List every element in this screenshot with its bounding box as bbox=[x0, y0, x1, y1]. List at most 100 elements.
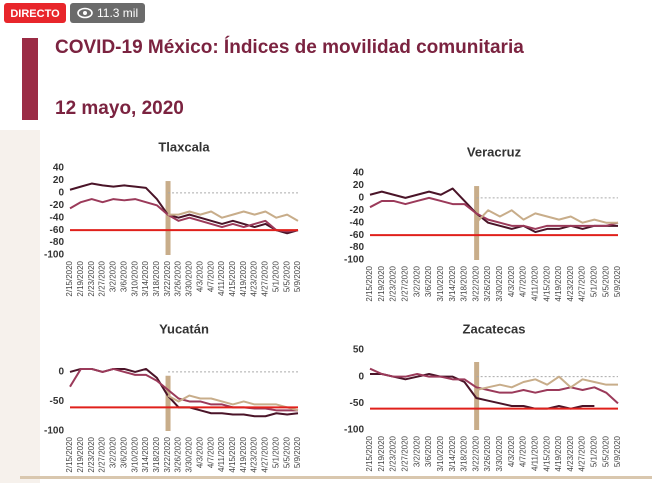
y-tick-label: -50 bbox=[350, 398, 365, 409]
x-tick-label: 4/27/2020 bbox=[578, 435, 587, 471]
x-tick-label: 2/23/2020 bbox=[389, 265, 398, 301]
x-tick-label: 2/19/2020 bbox=[76, 436, 85, 472]
event-marker bbox=[474, 362, 480, 430]
x-tick-label: 5/1/2020 bbox=[589, 265, 598, 297]
x-tick-label: 2/19/2020 bbox=[76, 260, 85, 296]
x-tick-label: 2/15/2020 bbox=[365, 265, 374, 301]
x-tick-label: 2/19/2020 bbox=[377, 265, 386, 301]
x-tick-label: 5/9/2020 bbox=[293, 260, 302, 292]
x-tick-label: 3/10/2020 bbox=[130, 436, 139, 472]
series-line bbox=[475, 209, 618, 224]
y-tick-label: 0 bbox=[58, 367, 64, 378]
x-tick-label: 3/18/2020 bbox=[460, 435, 469, 471]
x-tick-label: 3/6/2020 bbox=[119, 260, 128, 292]
series-line bbox=[69, 198, 299, 233]
y-tick-label: -50 bbox=[50, 396, 65, 407]
series-line bbox=[369, 367, 619, 405]
series-line bbox=[370, 373, 595, 410]
x-tick-label: 3/22/2020 bbox=[471, 435, 480, 471]
x-tick-label: 3/10/2020 bbox=[130, 260, 139, 296]
series-line bbox=[476, 375, 618, 391]
views-count: 11.3 mil bbox=[97, 6, 138, 20]
x-tick-label: 3/14/2020 bbox=[448, 265, 457, 301]
x-tick-label: 2/27/2020 bbox=[98, 260, 107, 296]
y-tick-label: -100 bbox=[44, 250, 64, 261]
x-tick-label: 4/27/2020 bbox=[261, 436, 270, 472]
x-tick-label: 3/10/2020 bbox=[436, 435, 445, 471]
y-tick-label: -60 bbox=[50, 225, 65, 236]
x-tick-label: 3/6/2020 bbox=[119, 436, 128, 468]
x-tick-label: 2/15/2020 bbox=[365, 435, 374, 471]
x-tick-label: 2/15/2020 bbox=[65, 260, 74, 296]
eye-pupil bbox=[83, 11, 87, 15]
x-tick-label: 4/23/2020 bbox=[250, 260, 259, 296]
y-tick-label: 20 bbox=[53, 175, 65, 186]
x-tick-label: 4/7/2020 bbox=[206, 260, 215, 292]
x-tick-label: 3/30/2020 bbox=[495, 265, 504, 301]
x-tick-label: 4/23/2020 bbox=[566, 435, 575, 471]
x-tick-label: 3/6/2020 bbox=[424, 435, 433, 467]
x-tick-label: 4/19/2020 bbox=[554, 435, 563, 471]
chart-title: Tlaxcala bbox=[158, 139, 210, 154]
y-tick-label: -100 bbox=[344, 425, 364, 436]
x-tick-label: 2/15/2020 bbox=[65, 436, 74, 472]
series-line bbox=[369, 196, 619, 230]
accent-bar bbox=[22, 38, 38, 120]
x-tick-label: 4/3/2020 bbox=[507, 265, 516, 297]
x-tick-label: 4/15/2020 bbox=[542, 265, 551, 301]
y-tick-label: 20 bbox=[353, 180, 365, 191]
x-tick-label: 3/10/2020 bbox=[436, 265, 445, 301]
live-badge[interactable] bbox=[4, 3, 66, 23]
x-tick-label: 3/2/2020 bbox=[412, 435, 421, 467]
x-tick-label: 3/14/2020 bbox=[448, 435, 457, 471]
y-tick-label: 0 bbox=[58, 187, 64, 198]
x-tick-label: 3/22/2020 bbox=[471, 265, 480, 301]
x-tick-label: 3/2/2020 bbox=[109, 436, 118, 468]
bottom-rule bbox=[20, 476, 652, 479]
x-tick-label: 4/11/2020 bbox=[530, 265, 539, 301]
chart-title: Yucatán bbox=[159, 321, 209, 336]
x-tick-label: 4/11/2020 bbox=[530, 435, 539, 471]
y-tick-label: -60 bbox=[350, 230, 365, 241]
y-tick-label: 50 bbox=[353, 345, 365, 356]
x-tick-label: 3/2/2020 bbox=[109, 260, 118, 292]
chart-title: Zacatecas bbox=[463, 321, 526, 336]
x-tick-label: 2/19/2020 bbox=[377, 435, 386, 471]
x-tick-label: 3/26/2020 bbox=[174, 260, 183, 296]
x-tick-label: 3/2/2020 bbox=[412, 265, 421, 297]
y-tick-label: -80 bbox=[350, 242, 365, 253]
x-tick-label: 4/19/2020 bbox=[239, 260, 248, 296]
x-tick-label: 4/7/2020 bbox=[519, 265, 528, 297]
x-tick-label: 5/1/2020 bbox=[589, 435, 598, 467]
side-pattern bbox=[0, 130, 40, 483]
x-tick-label: 3/30/2020 bbox=[495, 435, 504, 471]
y-tick-label: 40 bbox=[353, 168, 365, 179]
series-line bbox=[69, 182, 299, 235]
x-tick-label: 4/15/2020 bbox=[228, 260, 237, 296]
series-line bbox=[167, 210, 299, 222]
live-label: DIRECTO bbox=[10, 8, 60, 20]
x-tick-label: 5/5/2020 bbox=[601, 435, 610, 467]
x-tick-label: 4/15/2020 bbox=[228, 436, 237, 472]
event-marker bbox=[165, 375, 171, 431]
y-tick-label: -100 bbox=[344, 255, 364, 266]
x-tick-label: 4/11/2020 bbox=[217, 260, 226, 296]
x-tick-label: 3/30/2020 bbox=[185, 260, 194, 296]
x-tick-label: 4/3/2020 bbox=[195, 436, 204, 468]
x-tick-label: 5/9/2020 bbox=[613, 265, 622, 297]
y-tick-label: -40 bbox=[50, 212, 65, 223]
x-tick-label: 3/30/2020 bbox=[185, 436, 194, 472]
series-line bbox=[369, 187, 618, 234]
eye-icon bbox=[77, 7, 93, 19]
x-tick-label: 3/22/2020 bbox=[163, 436, 172, 472]
x-tick-label: 3/26/2020 bbox=[483, 435, 492, 471]
x-tick-label: 2/27/2020 bbox=[401, 265, 410, 301]
x-tick-label: 3/14/2020 bbox=[141, 260, 150, 296]
x-tick-label: 3/26/2020 bbox=[174, 436, 183, 472]
x-tick-label: 3/18/2020 bbox=[460, 265, 469, 301]
x-tick-label: 5/5/2020 bbox=[601, 265, 610, 297]
